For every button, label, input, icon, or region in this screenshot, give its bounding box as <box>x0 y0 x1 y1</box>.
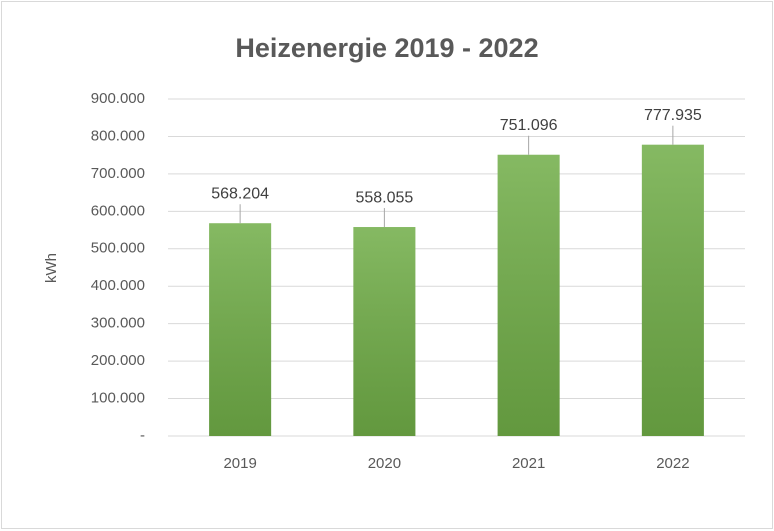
y-tick-label: 500.000 <box>91 240 145 257</box>
y-tick-label: 700.000 <box>91 165 145 182</box>
y-tick-label: 800.000 <box>91 127 145 144</box>
data-label: 777.935 <box>644 107 702 124</box>
chart-title: Heizenergie 2019 - 2022 <box>235 33 538 63</box>
y-tick-label: - <box>140 427 145 444</box>
bar-shade <box>497 154 560 436</box>
bar-shade <box>353 227 416 436</box>
x-tick-label: 2022 <box>656 455 689 472</box>
y-tick-label: 900.000 <box>91 90 145 107</box>
y-axis-label: kWh <box>43 253 60 283</box>
x-tick-label: 2019 <box>223 455 256 472</box>
data-label: 568.204 <box>211 185 269 202</box>
y-tick-label: 300.000 <box>91 315 145 332</box>
y-tick-label: 600.000 <box>91 202 145 219</box>
x-tick-label: 2020 <box>368 455 401 472</box>
bar-shade <box>641 144 704 437</box>
data-label: 751.096 <box>500 117 558 134</box>
bar-shade <box>209 223 272 436</box>
data-label: 558.055 <box>355 189 413 206</box>
y-tick-label: 100.000 <box>91 390 145 407</box>
y-tick-label: 200.000 <box>91 352 145 369</box>
x-tick-label: 2021 <box>512 455 545 472</box>
y-tick-label: 400.000 <box>91 277 145 294</box>
